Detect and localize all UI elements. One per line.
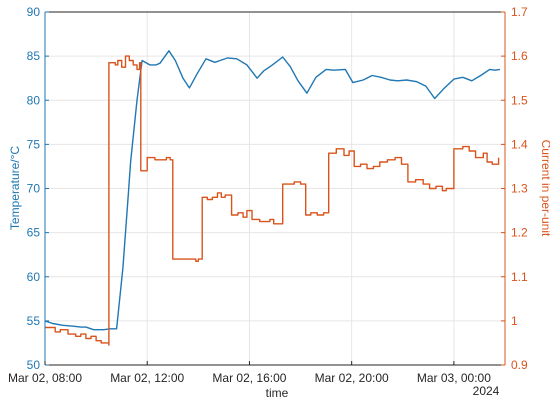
y-right-tick-label: 1.2 <box>511 226 528 240</box>
y-right-tick-label: 1.1 <box>511 270 528 284</box>
y-right-tick-label: 1.5 <box>511 93 528 107</box>
y-right-tick-label: 0.9 <box>511 358 528 372</box>
y-right-tick-label: 1.4 <box>511 137 528 151</box>
y-right-tick-label: 1.3 <box>511 182 528 196</box>
y-left-tick-label: 70 <box>27 182 41 196</box>
y-left-axis-label: Temperature/°C <box>8 146 22 230</box>
x-tick-label: Mar 03, 00:00 <box>417 371 491 385</box>
y-left-tick-label: 60 <box>27 270 41 284</box>
series-layer <box>44 50 501 346</box>
y-right-axis-label: Current in per-unit <box>539 140 550 237</box>
y-left-tick-label: 80 <box>27 93 41 107</box>
y-left-tick-label: 65 <box>27 226 41 240</box>
y-left-tick-label: 85 <box>27 49 41 63</box>
y-right-tick-label: 1.6 <box>511 49 528 63</box>
y-left-tick-label: 90 <box>27 5 41 19</box>
x-tick-label: Mar 02, 16:00 <box>212 371 286 385</box>
y-left-tick-label: 55 <box>27 314 41 328</box>
current-series-line <box>45 55 500 346</box>
x-tick-label: Mar 02, 12:00 <box>110 371 184 385</box>
y-left-tick-label: 50 <box>27 358 41 372</box>
x-tick-label: Mar 02, 08:00 <box>8 371 82 385</box>
temperature-series-line <box>44 50 501 331</box>
x-tick-label: Mar 02, 20:00 <box>315 371 389 385</box>
y-right-tick-label: 1.7 <box>511 5 528 19</box>
tick-labels: 50 55 60 65 70 75 80 85 90 0.9 1 1.1 1.2 1.3 1.4 1.5 1.6… <box>8 5 528 385</box>
y-left-tick-label: 75 <box>27 137 41 151</box>
y-right-tick-label: 1 <box>511 314 518 328</box>
x-axis-label: time <box>266 386 289 400</box>
axes <box>44 11 506 366</box>
x-year-label: 2024 <box>473 384 500 398</box>
